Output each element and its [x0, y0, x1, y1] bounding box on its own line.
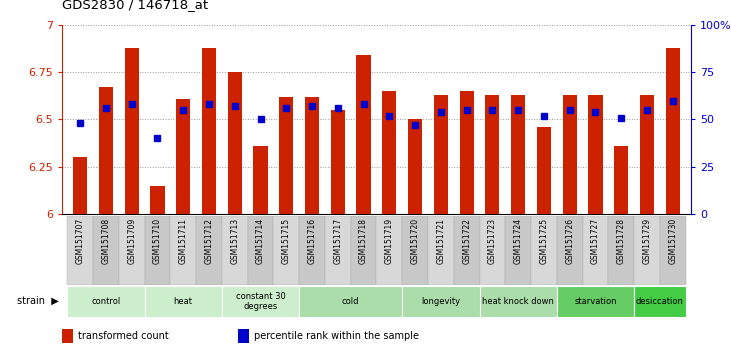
Bar: [480, 216, 505, 285]
Bar: [62, 329, 73, 343]
Bar: [222, 286, 299, 317]
Bar: [202, 47, 216, 214]
Text: GSM151720: GSM151720: [411, 218, 420, 264]
Bar: [634, 286, 686, 317]
Bar: [238, 329, 249, 343]
Bar: [583, 216, 608, 285]
Bar: [357, 55, 371, 214]
Text: starvation: starvation: [575, 297, 617, 306]
Text: constant 30
degrees: constant 30 degrees: [235, 292, 285, 311]
Text: GSM151707: GSM151707: [76, 218, 85, 264]
Bar: [254, 146, 268, 214]
Bar: [227, 72, 242, 214]
Bar: [67, 286, 145, 317]
Bar: [511, 95, 526, 214]
Bar: [402, 286, 480, 317]
Text: heat: heat: [174, 297, 193, 306]
Bar: [454, 216, 480, 285]
Bar: [537, 127, 551, 214]
Text: GSM151708: GSM151708: [102, 218, 110, 264]
Bar: [273, 216, 299, 285]
Bar: [588, 95, 602, 214]
Bar: [376, 216, 402, 285]
Bar: [170, 216, 196, 285]
Text: GSM151714: GSM151714: [256, 218, 265, 264]
Bar: [563, 95, 577, 214]
Bar: [279, 97, 293, 214]
Bar: [305, 97, 319, 214]
Bar: [222, 216, 248, 285]
Bar: [433, 95, 448, 214]
Bar: [428, 216, 454, 285]
Text: GSM151729: GSM151729: [643, 218, 651, 264]
Text: GSM151728: GSM151728: [617, 218, 626, 264]
Text: GSM151715: GSM151715: [281, 218, 291, 264]
Text: longevity: longevity: [421, 297, 461, 306]
Bar: [299, 216, 325, 285]
Bar: [124, 47, 139, 214]
Bar: [660, 216, 686, 285]
Bar: [176, 99, 190, 214]
Text: GDS2830 / 146718_at: GDS2830 / 146718_at: [62, 0, 208, 11]
Bar: [119, 216, 145, 285]
Text: GSM151710: GSM151710: [153, 218, 162, 264]
Text: GSM151721: GSM151721: [436, 218, 445, 264]
Bar: [145, 216, 170, 285]
Bar: [73, 157, 87, 214]
Text: GSM151717: GSM151717: [333, 218, 342, 264]
Text: GSM151718: GSM151718: [359, 218, 368, 264]
Text: transformed count: transformed count: [77, 331, 169, 341]
Bar: [614, 146, 629, 214]
Text: GSM151726: GSM151726: [565, 218, 575, 264]
Bar: [99, 87, 113, 214]
Text: GSM151713: GSM151713: [230, 218, 239, 264]
Text: GSM151722: GSM151722: [462, 218, 471, 264]
Bar: [67, 216, 93, 285]
Bar: [485, 95, 499, 214]
Bar: [640, 95, 654, 214]
Bar: [145, 286, 222, 317]
Text: GSM151725: GSM151725: [539, 218, 548, 264]
Bar: [408, 119, 423, 214]
Bar: [151, 186, 164, 214]
Text: desiccation: desiccation: [636, 297, 683, 306]
Text: GSM151709: GSM151709: [127, 218, 136, 264]
Bar: [351, 216, 376, 285]
Text: GSM151727: GSM151727: [591, 218, 600, 264]
Bar: [480, 286, 557, 317]
Bar: [460, 91, 474, 214]
Text: strain  ▶: strain ▶: [17, 296, 58, 306]
Text: GSM151724: GSM151724: [514, 218, 523, 264]
Text: heat knock down: heat knock down: [482, 297, 554, 306]
Bar: [382, 91, 396, 214]
Bar: [557, 286, 634, 317]
Text: GSM151712: GSM151712: [205, 218, 213, 264]
Text: GSM151730: GSM151730: [668, 218, 677, 264]
Bar: [93, 216, 119, 285]
Text: control: control: [91, 297, 121, 306]
Bar: [666, 47, 680, 214]
Bar: [505, 216, 531, 285]
Bar: [299, 286, 402, 317]
Bar: [608, 216, 634, 285]
Bar: [634, 216, 660, 285]
Bar: [557, 216, 583, 285]
Bar: [531, 216, 557, 285]
Bar: [325, 216, 351, 285]
Bar: [248, 216, 273, 285]
Text: percentile rank within the sample: percentile rank within the sample: [254, 331, 419, 341]
Bar: [196, 216, 222, 285]
Text: GSM151716: GSM151716: [308, 218, 317, 264]
Text: GSM151711: GSM151711: [178, 218, 188, 264]
Text: GSM151719: GSM151719: [385, 218, 394, 264]
Text: cold: cold: [342, 297, 360, 306]
Text: GSM151723: GSM151723: [488, 218, 497, 264]
Bar: [330, 110, 345, 214]
Bar: [402, 216, 428, 285]
